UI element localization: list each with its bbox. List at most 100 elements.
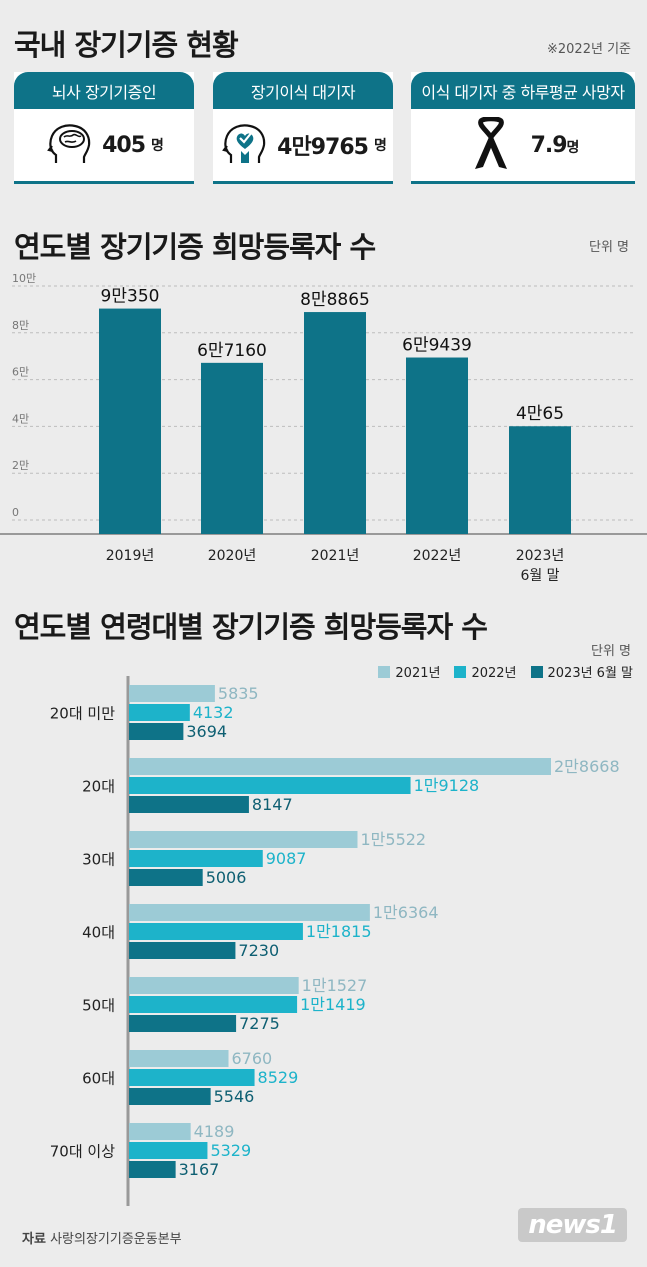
brain-icon xyxy=(47,124,91,163)
bar-value-label: 9087 xyxy=(266,849,307,868)
card-transplant-waitlist: 장기이식 대기자 4만9765 명 xyxy=(213,72,393,184)
legend-2022: 2022년 xyxy=(454,662,517,681)
bar xyxy=(129,977,299,994)
chart1-unit: 단위 명 xyxy=(588,240,629,255)
bar-value-label: 6만7160 xyxy=(197,341,267,361)
bar-value-label: 8만8865 xyxy=(300,290,370,310)
category-label: 50대 xyxy=(82,997,115,1015)
x-tick-label: 2019년 xyxy=(106,548,155,564)
bar-value-label: 8147 xyxy=(252,795,293,814)
bar xyxy=(129,831,358,848)
card-number: 7.9 xyxy=(530,132,568,158)
yearly-registrants-chart: 0 2만 4만 6만 8만 10만 9만350 2019년 6만7160 2020년 8만8865 2… xyxy=(0,272,647,584)
bar xyxy=(129,850,263,867)
legend-label: 2021년 xyxy=(395,666,441,681)
bar-value-label: 6760 xyxy=(232,1049,273,1068)
bar xyxy=(129,1050,229,1067)
bar-value-label: 2만8668 xyxy=(554,757,620,776)
card-label: 장기이식 대기자 xyxy=(213,72,393,109)
x-tick-label: 2023년 xyxy=(516,548,565,564)
card-unit: 명 xyxy=(566,139,580,156)
bar xyxy=(129,704,190,721)
y-tick-label: 8만 xyxy=(12,319,29,332)
bar-value-label: 1만1815 xyxy=(306,922,372,941)
chart2-unit: 단위 명 xyxy=(590,644,631,659)
y-tick-label: 6만 xyxy=(12,366,29,379)
bar xyxy=(129,942,236,959)
card-unit: 명 xyxy=(151,138,164,154)
bar xyxy=(129,904,370,921)
y-tick-label: 10만 xyxy=(12,272,36,285)
heart-hand-icon xyxy=(222,124,266,163)
card-brain-dead-donors: 뇌사 장기기증인 405 명 xyxy=(14,72,194,184)
bar xyxy=(201,362,263,534)
source-label: 자료 xyxy=(22,1232,46,1247)
bar xyxy=(99,308,161,534)
card-number: 405 xyxy=(102,132,146,158)
bar xyxy=(304,312,366,534)
bar xyxy=(129,923,303,940)
news1-logo: news1 xyxy=(518,1208,627,1242)
category-label: 70대 이상 xyxy=(50,1143,115,1161)
bar xyxy=(129,1088,211,1105)
basis-note: ※2022년 기준 xyxy=(547,42,631,57)
bar xyxy=(129,777,411,794)
bar xyxy=(129,1069,255,1086)
bar-value-label: 5006 xyxy=(206,868,247,887)
legend-label: 2022년 xyxy=(471,666,517,681)
bar-value-label: 8529 xyxy=(258,1068,299,1087)
category-label: 40대 xyxy=(82,924,115,942)
bar-value-label: 3694 xyxy=(186,722,227,741)
chart2-title: 연도별 연령대별 장기기증 희망등록자 수 xyxy=(14,610,488,644)
bar-value-label: 6만9439 xyxy=(402,336,472,356)
category-label: 20대 미만 xyxy=(50,705,115,723)
bar xyxy=(129,1123,191,1140)
bar xyxy=(129,996,298,1013)
bar-value-label: 9만350 xyxy=(101,287,160,307)
bar xyxy=(129,758,551,775)
chart2-legend: 2021년 2022년 2023년 6월 말 xyxy=(378,662,633,681)
bar-value-label: 1만9128 xyxy=(414,776,480,795)
card-label: 이식 대기자 중 하루평균 사망자 xyxy=(411,72,635,109)
legend-2021: 2021년 xyxy=(378,662,440,681)
bar-value-label: 5835 xyxy=(218,684,259,703)
card-daily-deaths: 이식 대기자 중 하루평균 사망자 7.9명 xyxy=(411,72,635,184)
bar xyxy=(129,1015,237,1032)
category-label: 20대 xyxy=(82,778,115,796)
x-tick-label: 6월 말 xyxy=(520,568,559,584)
bar xyxy=(129,1161,176,1178)
bar xyxy=(509,426,571,534)
source-text: 사랑의장기기증운동본부 xyxy=(50,1232,182,1247)
bar-value-label: 5329 xyxy=(210,1141,251,1160)
bar-value-label: 4132 xyxy=(193,703,234,722)
bar-value-label: 7275 xyxy=(239,1014,280,1033)
y-tick-label: 2만 xyxy=(12,459,29,472)
legend-swatch xyxy=(530,665,543,678)
legend-swatch xyxy=(454,665,467,678)
source-note: 자료 사랑의장기기증운동본부 xyxy=(22,1228,182,1247)
card-number: 4만9765 xyxy=(277,135,369,160)
bar xyxy=(129,685,215,702)
legend-swatch xyxy=(378,665,391,678)
x-tick-label: 2021년 xyxy=(311,548,360,564)
category-label: 60대 xyxy=(82,1070,115,1088)
legend-2023: 2023년 6월 말 xyxy=(530,662,633,681)
x-tick-label: 2022년 xyxy=(413,548,462,564)
bar-value-label: 4189 xyxy=(194,1122,235,1141)
bar-value-label: 1만6364 xyxy=(373,903,439,922)
bar-value-label: 4만65 xyxy=(516,404,564,424)
bar-value-label: 1만1419 xyxy=(300,995,366,1014)
x-tick-label: 2020년 xyxy=(208,548,257,564)
card-unit: 명 xyxy=(373,138,387,154)
bar xyxy=(129,796,249,813)
bar xyxy=(129,869,203,886)
bar-value-label: 1만5522 xyxy=(360,830,426,849)
bar-value-label: 3167 xyxy=(179,1160,220,1179)
bar xyxy=(129,723,184,740)
y-tick-label: 4만 xyxy=(12,412,29,425)
card-label: 뇌사 장기기증인 xyxy=(14,72,194,109)
bar xyxy=(129,1142,208,1159)
bar-value-label: 1만1527 xyxy=(302,976,368,995)
page-title: 국내 장기기증 현황 xyxy=(14,28,239,62)
